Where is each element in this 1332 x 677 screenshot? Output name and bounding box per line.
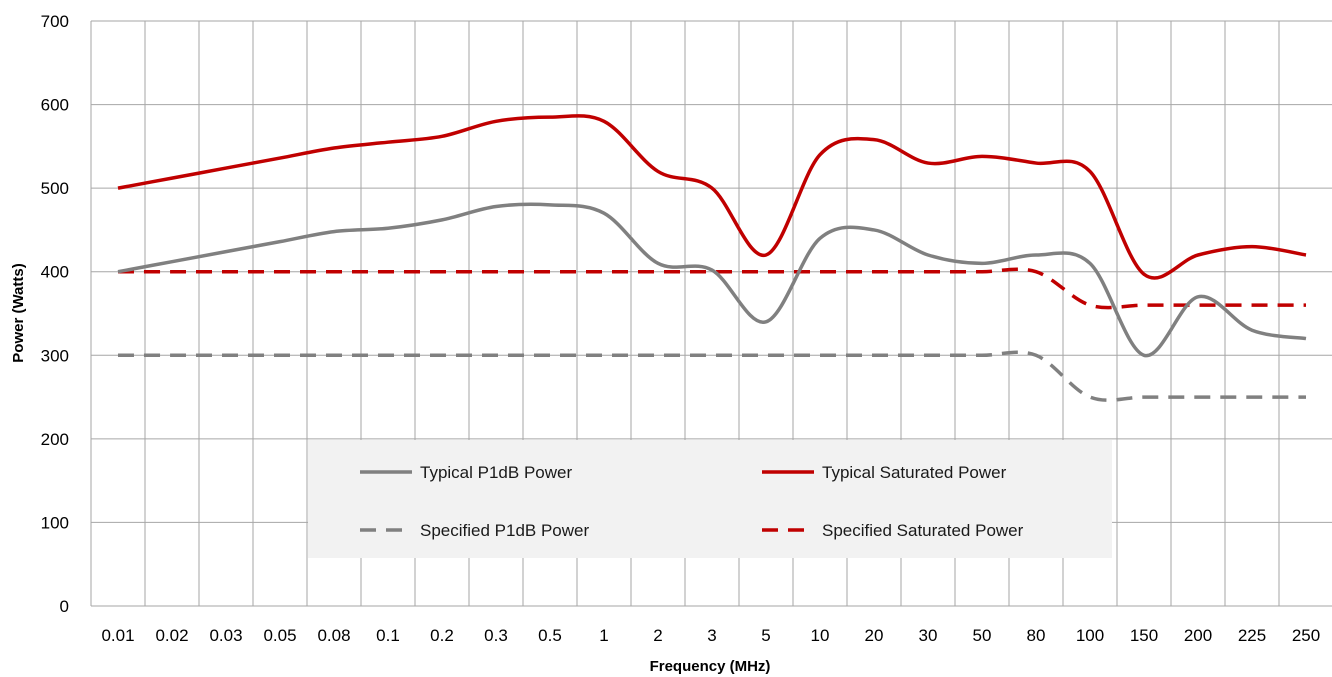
x-tick-label: 0.2	[430, 626, 454, 645]
legend-label: Typical Saturated Power	[822, 463, 1007, 482]
series-line-specified-p1db-power	[118, 350, 1306, 402]
y-axis-ticks: 0 100 200 300 400 500 600 700	[41, 12, 69, 616]
legend-label: Specified Saturated Power	[822, 521, 1024, 540]
x-tick-label: 0.05	[263, 626, 296, 645]
x-axis-title: Frequency (MHz)	[650, 658, 771, 675]
x-tick-label: 150	[1130, 626, 1158, 645]
y-tick-label: 300	[41, 346, 69, 365]
x-tick-label: 80	[1027, 626, 1046, 645]
x-tick-label: 0.08	[317, 626, 350, 645]
x-tick-label: 0.1	[376, 626, 400, 645]
y-tick-label: 700	[41, 12, 69, 31]
y-tick-label: 600	[41, 96, 69, 115]
legend-label: Typical P1dB Power	[420, 463, 572, 482]
y-tick-label: 100	[41, 513, 69, 532]
x-tick-label: 200	[1184, 626, 1212, 645]
y-tick-label: 0	[60, 597, 69, 616]
series-line-specified-saturated-power	[118, 267, 1306, 310]
y-tick-label: 500	[41, 179, 69, 198]
series-line-typical-saturated-power	[117, 114, 1307, 280]
y-axis-title: Power (Watts)	[10, 263, 27, 362]
x-tick-label: 225	[1238, 626, 1266, 645]
x-tick-label: 250	[1292, 626, 1320, 645]
series-line-typical-p1db-power	[117, 202, 1307, 358]
x-tick-label: 3	[707, 626, 716, 645]
legend-background	[308, 440, 1112, 558]
x-tick-label: 0.01	[101, 626, 134, 645]
x-tick-label: 10	[811, 626, 830, 645]
x-tick-label: 30	[919, 626, 938, 645]
x-tick-label: 2	[653, 626, 662, 645]
x-tick-label: 0.3	[484, 626, 508, 645]
x-tick-label: 20	[865, 626, 884, 645]
x-axis-ticks: 0.01 0.02 0.03 0.05 0.08 0.1 0.2 0.3 0.5 1 2 3 5 10 20…	[101, 626, 1320, 645]
chart-series	[117, 114, 1307, 402]
x-tick-label: 5	[761, 626, 770, 645]
y-tick-label: 400	[41, 263, 69, 282]
y-tick-label: 200	[41, 430, 69, 449]
legend-label: Specified P1dB Power	[420, 521, 589, 540]
x-tick-label: 0.03	[209, 626, 242, 645]
x-tick-label: 0.5	[538, 626, 562, 645]
x-tick-label: 50	[973, 626, 992, 645]
x-tick-label: 1	[599, 626, 608, 645]
x-tick-label: 100	[1076, 626, 1104, 645]
chart-legend: Typical P1dB Power Typical Saturated Powe…	[308, 440, 1112, 558]
x-tick-label: 0.02	[155, 626, 188, 645]
